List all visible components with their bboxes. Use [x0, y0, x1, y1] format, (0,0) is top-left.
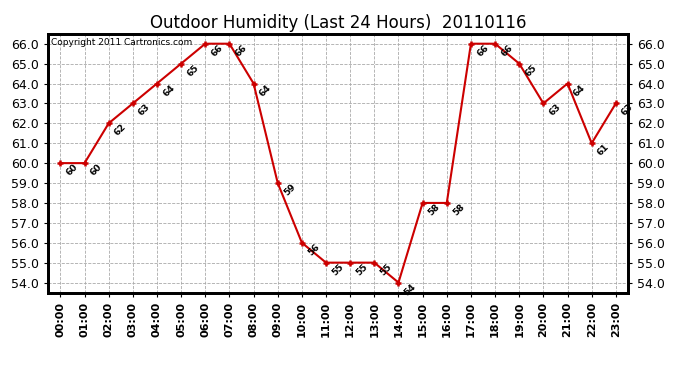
Text: 65: 65 [186, 63, 201, 78]
Text: 59: 59 [282, 182, 297, 198]
Text: 60: 60 [65, 162, 79, 178]
Text: 64: 64 [572, 83, 587, 98]
Text: 58: 58 [451, 202, 466, 217]
Text: 56: 56 [306, 242, 322, 257]
Text: 62: 62 [113, 123, 128, 138]
Text: 66: 66 [500, 43, 515, 58]
Text: 55: 55 [379, 262, 394, 277]
Text: 55: 55 [331, 262, 346, 277]
Text: 58: 58 [427, 202, 442, 217]
Text: 66: 66 [234, 43, 249, 58]
Text: 66: 66 [475, 43, 491, 58]
Text: 63: 63 [548, 103, 563, 118]
Text: 60: 60 [89, 162, 104, 178]
Text: 54: 54 [403, 282, 418, 297]
Text: 63: 63 [620, 103, 635, 118]
Text: 61: 61 [596, 142, 611, 158]
Text: 55: 55 [355, 262, 370, 277]
Text: 63: 63 [137, 103, 152, 118]
Text: 65: 65 [524, 63, 539, 78]
Title: Outdoor Humidity (Last 24 Hours)  20110116: Outdoor Humidity (Last 24 Hours) 2011011… [150, 14, 526, 32]
Text: 66: 66 [210, 43, 225, 58]
Text: Copyright 2011 Cartronics.com: Copyright 2011 Cartronics.com [51, 38, 193, 46]
Text: 64: 64 [258, 83, 273, 98]
Text: 64: 64 [161, 83, 177, 98]
